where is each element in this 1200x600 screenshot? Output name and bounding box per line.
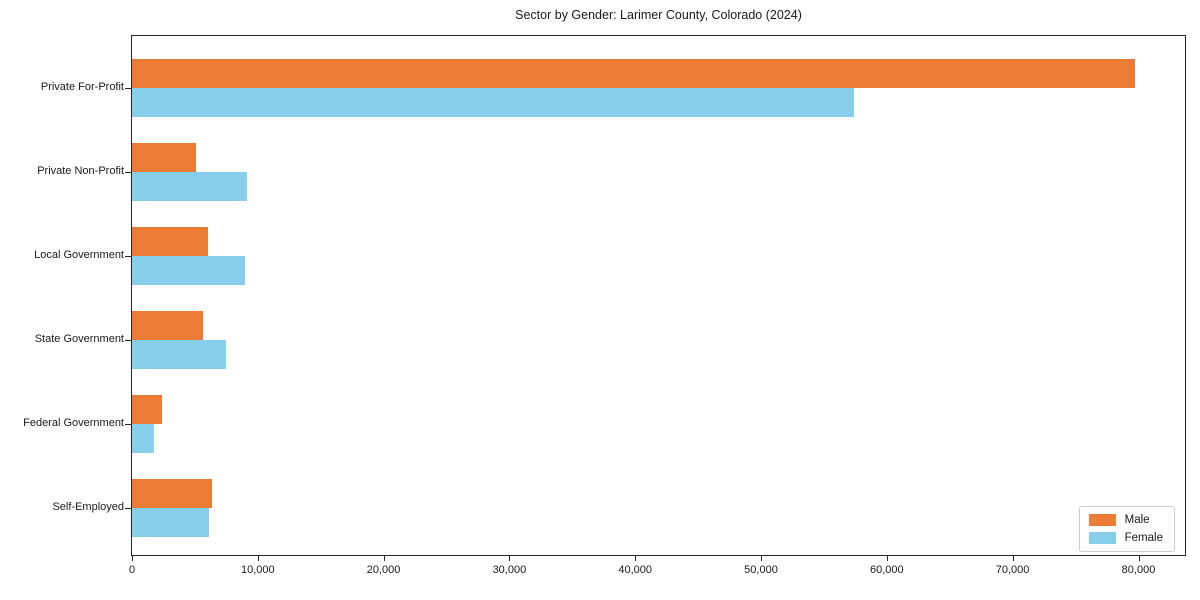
- x-tick-label: 20,000: [366, 564, 401, 576]
- y-tick-label: Federal Government: [23, 417, 124, 429]
- y-tick-label: State Government: [34, 333, 124, 345]
- bar-male-state-government: [132, 310, 203, 340]
- x-tick-label: 70,000: [995, 564, 1030, 576]
- bar-male-local-government: [132, 226, 208, 256]
- bar-female-state-government: [132, 339, 227, 369]
- y-axis-tick: [125, 255, 131, 257]
- x-tick-label: 0: [128, 564, 136, 576]
- x-tick-label: 40,000: [618, 564, 653, 576]
- bar-male-private-for-profit: [132, 58, 1135, 88]
- plot-area: Male Female Private For-Profit Private Non…: [23, 35, 1186, 576]
- x-axis-tick: [509, 555, 511, 561]
- x-tick-label: 50,000: [744, 564, 778, 576]
- y-tick-label: Private Non-Profit: [37, 165, 124, 177]
- y-axis-tick: [125, 87, 131, 89]
- x-axis-tick: [132, 555, 133, 561]
- x-axis-tick: [886, 555, 888, 561]
- y-tick-label: Private For-Profit: [40, 81, 124, 93]
- legend-label-female: Female: [1124, 532, 1163, 544]
- bar-female-private-for-profit: [132, 87, 855, 117]
- legend: Male Female: [1078, 506, 1175, 552]
- bar-female-private-non-profit: [132, 171, 247, 201]
- y-tick-label: Self-Employed: [52, 501, 124, 513]
- x-axis-tick: [1138, 555, 1140, 561]
- y-axis-tick: [125, 171, 131, 173]
- legend-entry-male: Male: [1088, 514, 1163, 526]
- bar-male-federal-government: [132, 394, 163, 424]
- bar-female-federal-government: [132, 423, 154, 453]
- x-axis-tick: [1012, 555, 1014, 561]
- y-axis-tick: [125, 339, 131, 341]
- legend-label-male: Male: [1124, 514, 1150, 526]
- bar-male-private-non-profit: [132, 142, 197, 172]
- bar-female-local-government: [132, 255, 246, 285]
- y-tick-label: Local Government: [34, 249, 124, 261]
- bar-male-self-employed: [132, 478, 212, 508]
- chart-title: Sector by Gender: Larimer County, Colora…: [515, 8, 802, 22]
- x-tick-label: 10,000: [240, 564, 275, 576]
- x-tick-label: 30,000: [492, 564, 527, 576]
- x-axis-tick: [635, 555, 637, 561]
- x-axis-tick: [761, 555, 762, 561]
- x-tick-label: 60,000: [869, 564, 904, 576]
- bar-female-self-employed: [132, 507, 209, 537]
- x-axis-tick: [383, 555, 385, 561]
- legend-swatch-male: [1088, 514, 1116, 526]
- legend-swatch-female: [1088, 532, 1116, 544]
- y-axis-tick: [125, 507, 131, 509]
- y-axis-tick: [125, 423, 131, 425]
- x-axis-tick: [257, 555, 259, 561]
- x-tick-label: 80,000: [1121, 564, 1156, 576]
- legend-entry-female: Female: [1088, 532, 1163, 544]
